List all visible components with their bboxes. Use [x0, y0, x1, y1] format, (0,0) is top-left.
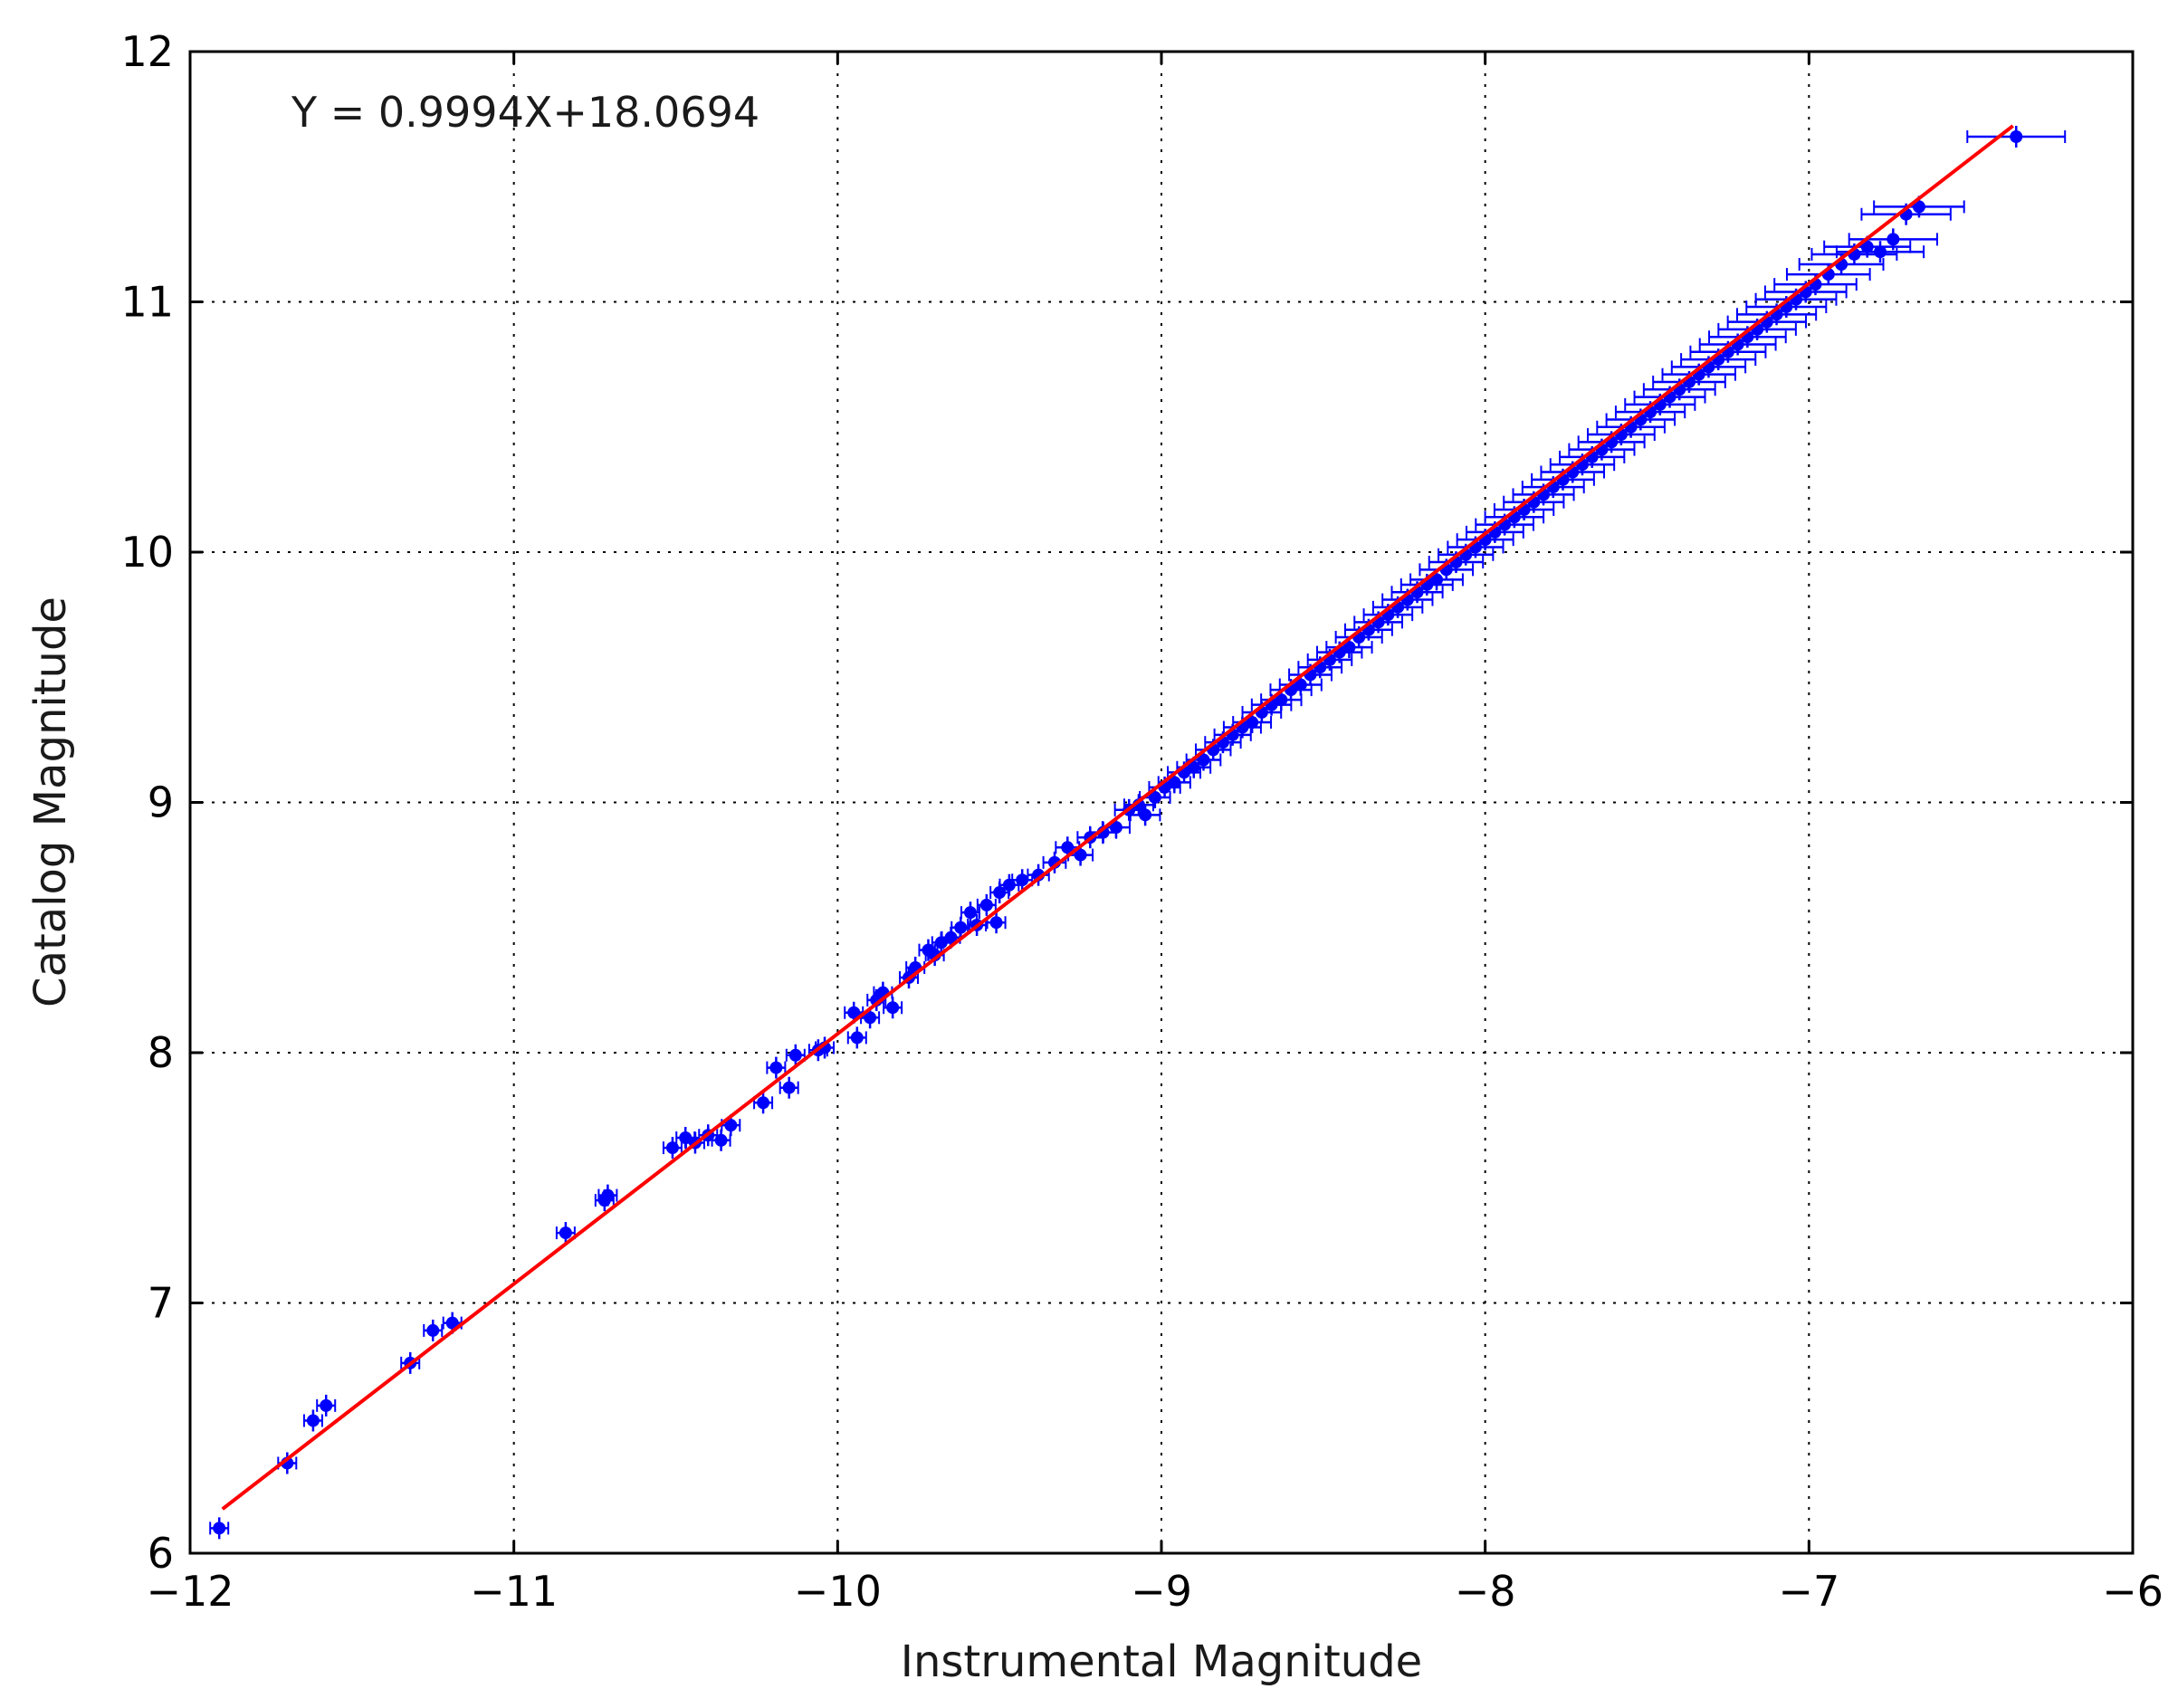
point-marker: [665, 1141, 679, 1155]
point-marker: [1016, 873, 1029, 887]
data-point: [1966, 126, 2067, 148]
data-point: [597, 1184, 618, 1207]
point-marker: [989, 916, 1003, 930]
point-marker: [1168, 776, 1181, 789]
data-point: [1512, 483, 1575, 506]
point-marker: [724, 1119, 738, 1132]
y-tick-label: 6: [148, 1529, 174, 1578]
point-marker: [769, 1061, 783, 1074]
data-point: [555, 1222, 576, 1245]
y-tick-label: 12: [120, 27, 174, 76]
point-marker: [864, 1011, 877, 1025]
point-marker: [1148, 790, 1161, 804]
point-marker: [601, 1188, 615, 1202]
data-point: [753, 1092, 774, 1114]
data-point: [423, 1319, 444, 1341]
ticks: [188, 50, 2135, 1555]
x-tick-label: −6: [2102, 1567, 2164, 1616]
grid: [190, 52, 2133, 1553]
fit-line-group: [221, 124, 2014, 1511]
point-marker: [1109, 821, 1122, 835]
point-marker: [993, 886, 1007, 900]
point-marker: [1061, 841, 1075, 854]
data-point: [960, 902, 980, 924]
data-point: [209, 1517, 230, 1540]
data-point: [1343, 618, 1393, 641]
point-marker: [1887, 233, 1900, 246]
data-point: [1428, 551, 1485, 574]
x-axis-label: Instrumental Magnitude: [901, 1636, 1422, 1687]
point-marker: [306, 1414, 320, 1427]
point-marker: [788, 1048, 802, 1062]
point-marker: [213, 1522, 226, 1535]
x-tick-labels: −12 −11 −10 −9 −8 −7 −6: [146, 1567, 2163, 1616]
x-tick-label: −7: [1778, 1567, 1839, 1616]
data-point: [1549, 453, 1616, 476]
data-point: [976, 893, 997, 916]
point-marker: [963, 906, 977, 920]
y-tick-label: 7: [148, 1279, 174, 1328]
data-point: [442, 1312, 463, 1334]
data-point: [1873, 196, 1965, 218]
y-tick-label: 10: [120, 528, 174, 577]
point-marker: [714, 1133, 728, 1147]
point-marker: [559, 1226, 572, 1240]
point-marker: [757, 1096, 770, 1110]
point-marker: [1246, 716, 1259, 730]
point-marker: [445, 1316, 459, 1330]
point-marker: [1074, 848, 1087, 862]
data-point: [1456, 529, 1514, 551]
y-tick-label: 11: [120, 278, 174, 327]
data-point: [1325, 636, 1373, 659]
point-marker: [2010, 130, 2023, 144]
data-point: [860, 1007, 881, 1029]
x-tick-label: −12: [146, 1567, 234, 1616]
y-tick-labels: 6 7 8 9 10 11 12: [120, 27, 174, 1578]
point-marker: [1197, 753, 1210, 767]
data-point: [766, 1056, 787, 1079]
point-marker: [1874, 245, 1887, 259]
point-marker: [850, 1031, 864, 1045]
x-tick-label: −10: [794, 1567, 882, 1616]
point-marker: [954, 921, 968, 934]
point-marker: [1912, 200, 1925, 214]
point-marker: [1187, 760, 1200, 774]
point-marker: [944, 930, 958, 944]
data-point: [721, 1114, 741, 1137]
data-point: [1605, 408, 1676, 431]
data-point: [1129, 804, 1161, 826]
data-point: [1465, 520, 1524, 543]
y-tick-label: 9: [148, 778, 174, 827]
point-marker: [426, 1323, 440, 1337]
fit-equation-annotation: Y = 0.9994X+18.0694: [291, 88, 759, 137]
data-point: [846, 1026, 867, 1049]
data-point: [883, 997, 903, 1019]
data-point: [941, 926, 961, 949]
data-point: [316, 1394, 337, 1417]
point-marker: [1342, 641, 1356, 654]
x-tick-label: −9: [1131, 1567, 1192, 1616]
x-tick-label: −11: [470, 1567, 558, 1616]
data-point: [1297, 656, 1343, 679]
data-point: [779, 1076, 799, 1099]
point-marker: [1860, 240, 1874, 253]
point-marker: [320, 1398, 333, 1412]
y-tick-label: 8: [148, 1028, 174, 1077]
fit-line: [221, 124, 2014, 1511]
data-point: [662, 1137, 683, 1159]
point-marker: [1294, 678, 1307, 692]
data-point: [302, 1409, 323, 1432]
y-axis-label: Catalog Magnitude: [25, 596, 76, 1007]
point-marker: [1275, 693, 1288, 707]
point-marker: [847, 1006, 861, 1019]
point-marker: [1139, 808, 1152, 822]
x-tick-label: −8: [1455, 1567, 1516, 1616]
point-marker: [782, 1081, 796, 1094]
point-marker: [886, 1001, 900, 1015]
point-marker: [979, 898, 993, 911]
point-marker: [1430, 573, 1444, 587]
